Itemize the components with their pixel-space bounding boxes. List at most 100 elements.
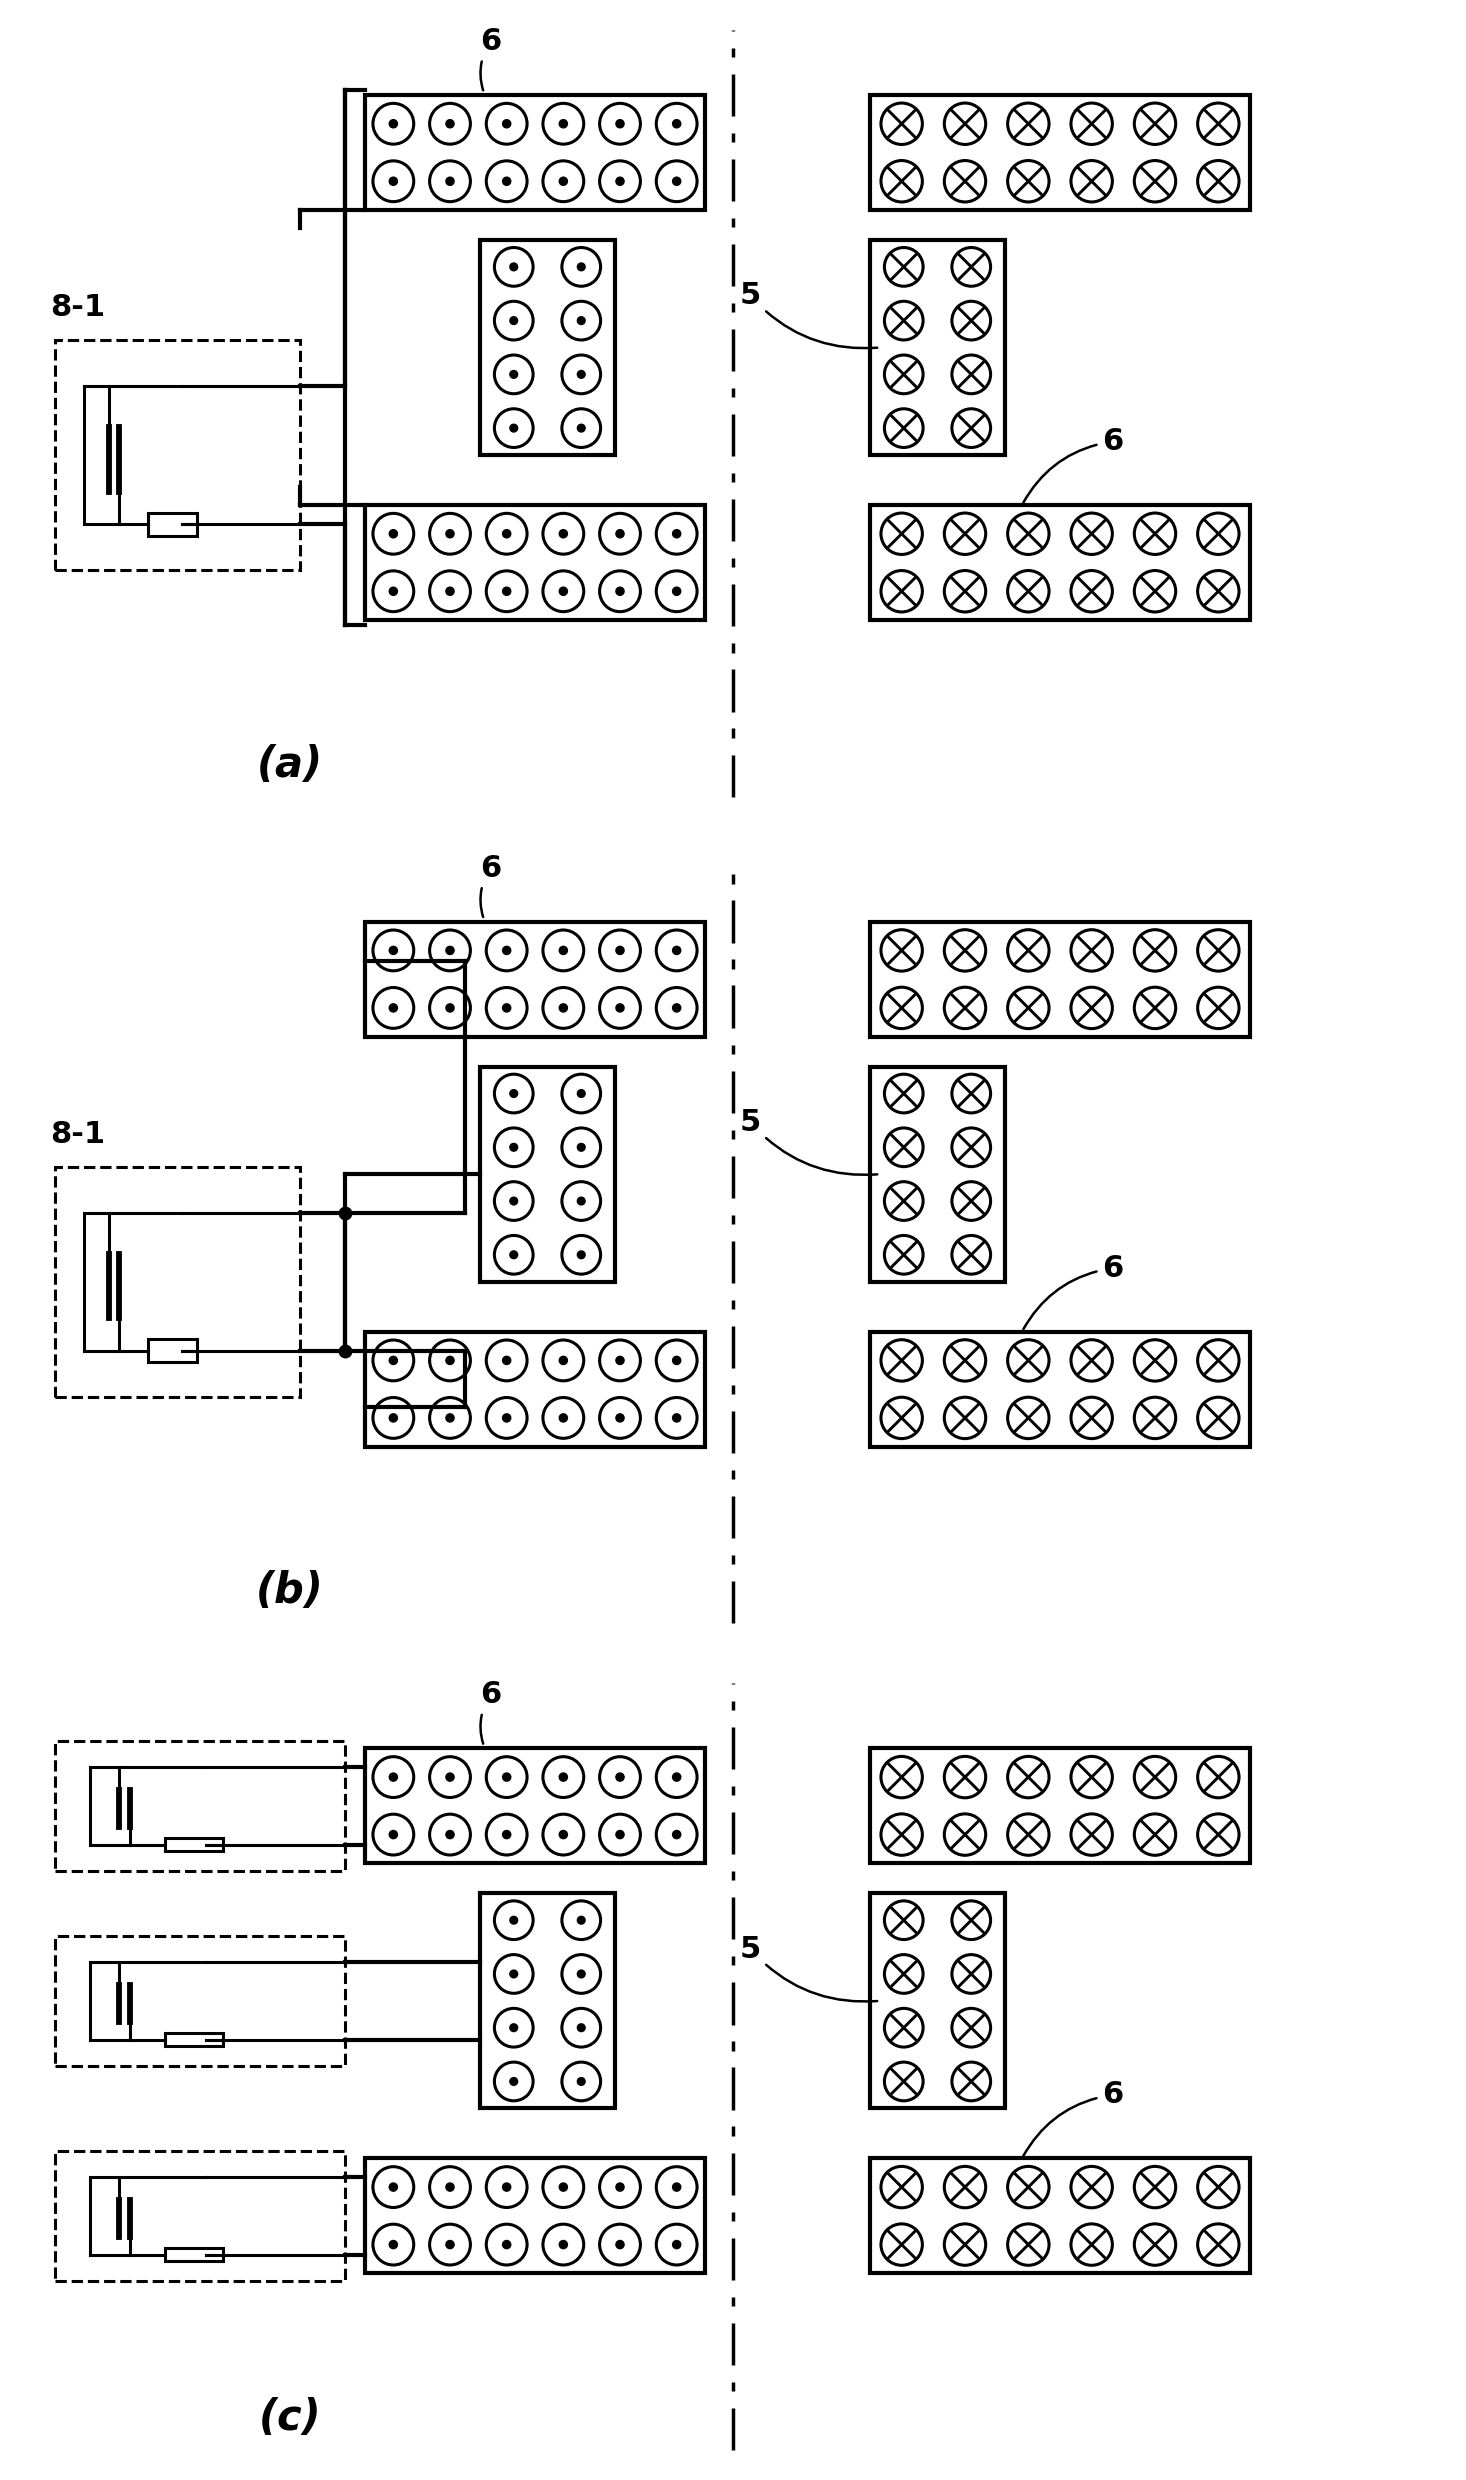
Circle shape (510, 317, 517, 325)
Circle shape (510, 1089, 517, 1099)
Circle shape (390, 1830, 397, 1838)
Circle shape (446, 119, 454, 129)
Circle shape (503, 2182, 510, 2192)
Circle shape (616, 2182, 625, 2192)
Circle shape (673, 1414, 680, 1421)
Circle shape (503, 947, 510, 955)
Circle shape (446, 176, 454, 186)
Circle shape (446, 531, 454, 538)
Circle shape (673, 1830, 680, 1838)
Text: 5: 5 (740, 1109, 877, 1176)
Bar (479, 241, 616, 454)
Circle shape (616, 588, 625, 595)
Bar (365, 2158, 705, 2274)
Circle shape (446, 1414, 454, 1421)
Text: 5: 5 (740, 283, 877, 347)
Text: 6: 6 (1023, 427, 1123, 503)
Text: 6: 6 (479, 27, 501, 89)
Circle shape (578, 2024, 585, 2031)
Text: 8-1: 8-1 (50, 293, 106, 322)
Circle shape (559, 1830, 567, 1838)
Circle shape (510, 2024, 517, 2031)
Circle shape (510, 424, 517, 432)
Circle shape (616, 947, 625, 955)
Bar (365, 1332, 705, 1446)
Circle shape (390, 1004, 397, 1012)
Circle shape (616, 1414, 625, 1421)
Bar (365, 506, 705, 620)
Bar (869, 506, 1250, 620)
Circle shape (673, 531, 680, 538)
Circle shape (578, 1250, 585, 1260)
Text: 8-1: 8-1 (50, 1118, 106, 1148)
Circle shape (616, 1830, 625, 1838)
Bar (869, 923, 1250, 1037)
Circle shape (578, 424, 585, 432)
Circle shape (390, 531, 397, 538)
Circle shape (673, 1357, 680, 1364)
Circle shape (503, 119, 510, 129)
Circle shape (503, 176, 510, 186)
Circle shape (503, 1004, 510, 1012)
Text: 6: 6 (1023, 2081, 1123, 2155)
Circle shape (510, 1917, 517, 1924)
Bar (56, 1937, 345, 2066)
Bar (365, 923, 705, 1037)
Circle shape (510, 1969, 517, 1979)
Circle shape (616, 1004, 625, 1012)
Text: (a): (a) (257, 744, 323, 786)
Circle shape (559, 1357, 567, 1364)
Circle shape (503, 1773, 510, 1781)
Circle shape (446, 588, 454, 595)
Circle shape (446, 947, 454, 955)
Circle shape (673, 947, 680, 955)
Circle shape (673, 2239, 680, 2249)
Circle shape (673, 1773, 680, 1781)
Circle shape (446, 1773, 454, 1781)
Circle shape (446, 1357, 454, 1364)
Circle shape (673, 1004, 680, 1012)
Bar (869, 1066, 1006, 1282)
Circle shape (503, 531, 510, 538)
Bar (365, 94, 705, 211)
Circle shape (446, 1830, 454, 1838)
Bar (148, 513, 196, 536)
Circle shape (616, 119, 625, 129)
Circle shape (559, 947, 567, 955)
Circle shape (503, 1414, 510, 1421)
Circle shape (616, 176, 625, 186)
Circle shape (559, 1414, 567, 1421)
Circle shape (503, 1357, 510, 1364)
Bar (479, 1066, 616, 1282)
Bar (869, 1748, 1250, 1862)
Circle shape (390, 588, 397, 595)
Bar (479, 1892, 616, 2108)
Circle shape (390, 1414, 397, 1421)
Circle shape (616, 1357, 625, 1364)
Circle shape (559, 176, 567, 186)
Circle shape (616, 2239, 625, 2249)
Bar (56, 1741, 345, 1870)
Circle shape (559, 119, 567, 129)
Circle shape (559, 531, 567, 538)
Circle shape (559, 2182, 567, 2192)
Circle shape (616, 1773, 625, 1781)
Bar (869, 94, 1250, 211)
Bar (365, 1748, 705, 1862)
Bar (166, 2034, 223, 2046)
Circle shape (510, 2078, 517, 2086)
Bar (56, 340, 301, 570)
Bar (56, 1166, 301, 1396)
Text: 6: 6 (479, 1681, 501, 1743)
Circle shape (510, 263, 517, 270)
Circle shape (446, 2182, 454, 2192)
Bar (869, 1332, 1250, 1446)
Circle shape (673, 176, 680, 186)
Circle shape (390, 2182, 397, 2192)
Bar (148, 1339, 196, 1362)
Circle shape (559, 1004, 567, 1012)
Circle shape (673, 119, 680, 129)
Circle shape (673, 588, 680, 595)
Bar (166, 1838, 223, 1853)
Circle shape (446, 2239, 454, 2249)
